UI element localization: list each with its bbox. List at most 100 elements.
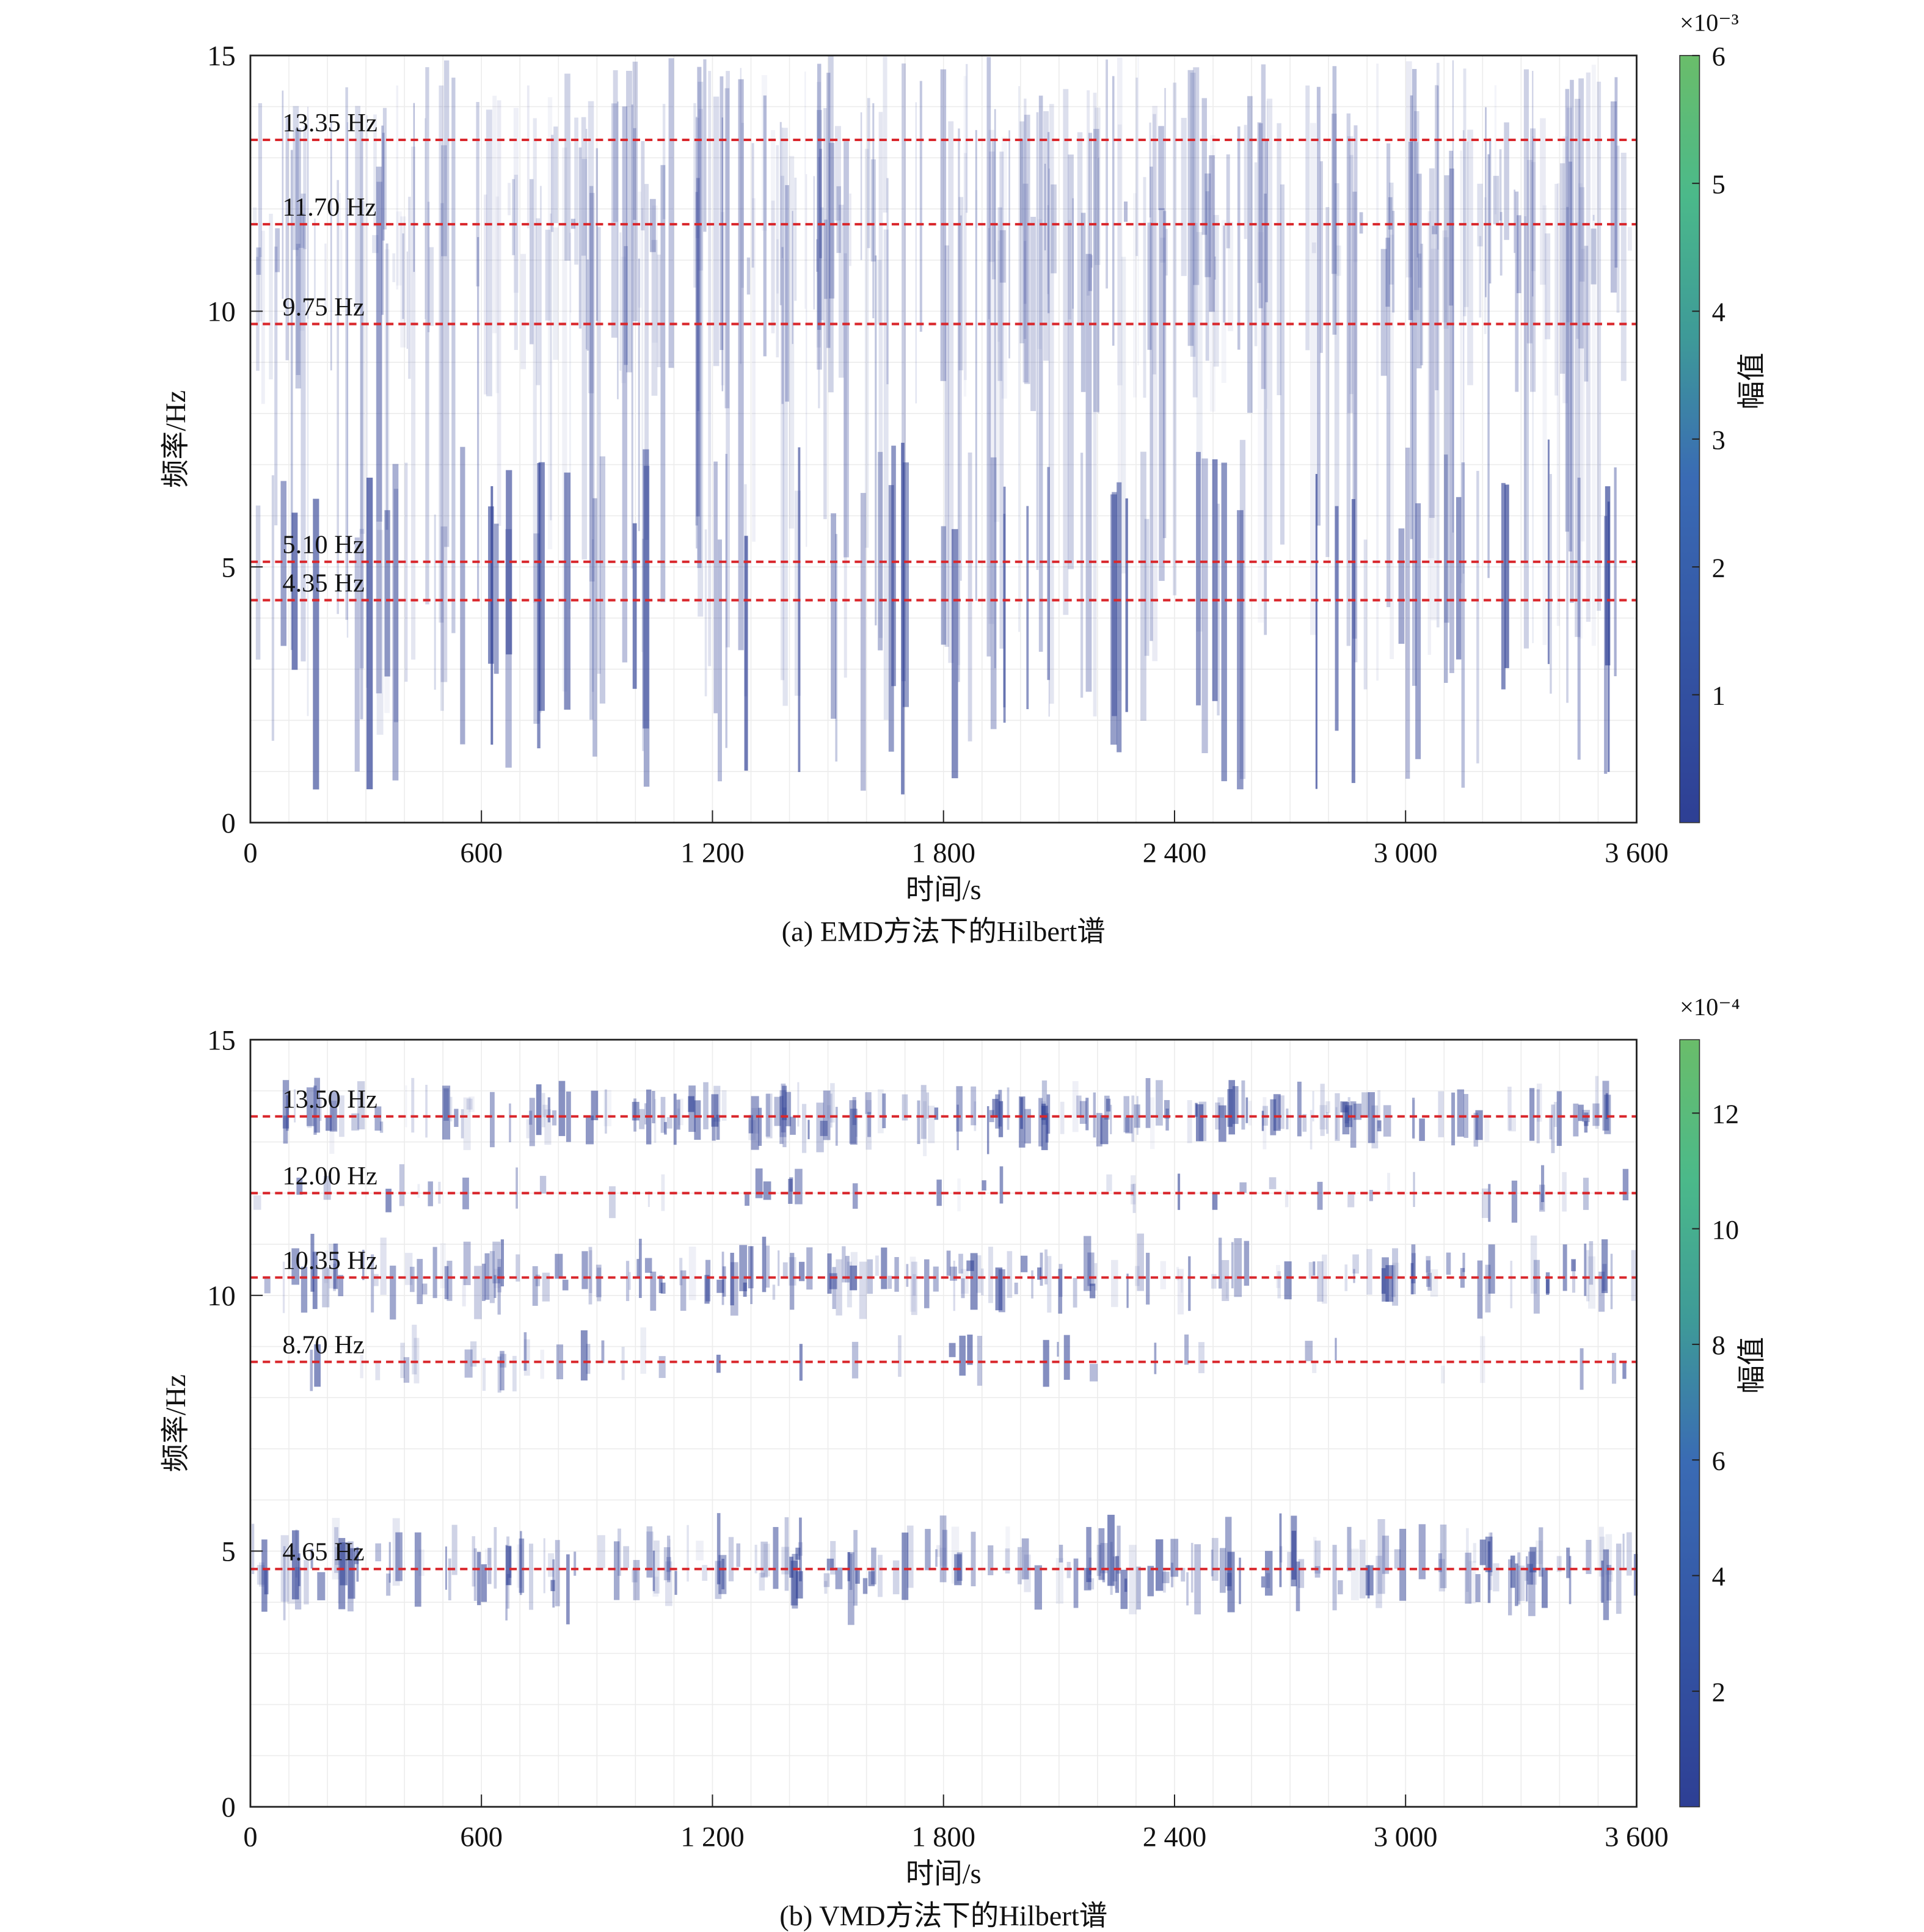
spectrum-streak [1217,503,1220,716]
spectrum-streak [599,456,606,704]
spectrum-streak [1051,184,1057,274]
spectrum-streak [1597,81,1602,611]
spectrum-streak [443,60,450,547]
spectrum-streak [544,1109,552,1145]
spectrum-streak [782,128,788,706]
spectrum-streak [337,180,339,614]
spectrum-streak [623,1546,630,1568]
spectrum-streak [1556,183,1560,626]
spectrum-streak [551,134,554,232]
spectrum-streak [1510,1261,1513,1308]
spectrum-streak [652,1091,655,1123]
spectrum-streak [1515,1563,1518,1606]
spectrum-streak [868,1571,875,1586]
spectrum-streak [1140,451,1146,721]
spectrum-streak [1467,129,1473,385]
spectrum-streak [1499,212,1503,276]
spectrum-streak [715,1561,722,1599]
spectrum-streak [1244,125,1247,239]
spectrum-streak [1507,1087,1512,1131]
spectrum-streak [830,1540,836,1575]
spectrum-streak [1319,1105,1327,1130]
spectrum-streak [906,1264,909,1287]
spectrum-streak [264,1569,269,1595]
spectrum-streak [716,1513,721,1584]
spectrum-streak [1508,1115,1516,1132]
spectrum-streak [946,1250,951,1276]
spectrum-streak [335,1547,340,1566]
spectrum-streak [1131,1175,1136,1205]
spectrum-streak [779,122,782,305]
spectrum-streak [354,1548,359,1564]
x-tick-label: 2 400 [1143,1822,1206,1853]
spectrum-streak [1377,1090,1381,1128]
spectrum-streak [924,1259,930,1308]
spectrum-streak [1588,1256,1596,1309]
spectrum-streak [296,1178,303,1195]
spectrum-streak [585,129,588,349]
spectrum-streak [442,1085,451,1140]
spectrum-streak [1093,129,1099,412]
spectrum-streak [385,243,388,530]
spectrum-streak [877,1089,884,1134]
spectrum-energy [251,1076,1638,1625]
spectrum-streak [795,1547,801,1560]
spectrum-streak [1021,1538,1029,1580]
spectrum-streak [721,1090,727,1121]
spectrum-streak [823,1573,830,1588]
spectrum-streak [1430,1269,1438,1297]
spectrum-streak [1221,220,1226,383]
spectrum-streak [1205,191,1209,361]
spectrum-streak [406,251,408,349]
spectrum-streak [1257,122,1261,283]
spectrum-streak [744,536,748,771]
spectrum-streak [1351,499,1355,783]
spectrum-streak [1627,227,1632,251]
spectrum-streak [597,227,601,674]
spectrum-streak [1377,1519,1385,1594]
spectrum-streak [1146,1252,1150,1305]
spectrum-streak [1350,1101,1357,1148]
spectrum-streak [646,1531,654,1578]
spectrum-streak [307,106,309,319]
spectrum-streak [989,151,995,262]
spectrum-streak [468,1096,475,1112]
x-tick-label: 3 000 [1374,1822,1437,1853]
spectrum-streak [667,1536,671,1583]
spectrum-streak [388,1542,391,1583]
spectrum-streak [1059,1545,1063,1563]
spectrum-streak [867,98,870,249]
spectrum-streak [660,165,666,602]
spectrum-streak [508,183,511,216]
spectrum-streak [1098,1528,1105,1580]
spectrum-streak [1438,1559,1445,1592]
spectrum-streak [1279,1513,1282,1588]
spectrum-streak [1204,173,1211,277]
spectrum-streak [333,1263,336,1291]
spectrum-streak [314,1344,321,1387]
spectrum-streak [679,1258,683,1286]
spectrum-streak [641,208,644,652]
spectrum-streak [1353,1269,1355,1283]
y-tick-label: 5 [222,552,236,583]
spectrum-streak [1589,1241,1594,1285]
spectrum-streak [529,1544,534,1610]
spectrum-streak [1443,237,1449,329]
spectrum-streak [413,103,415,272]
spectrum-streak [1302,1114,1307,1132]
spectrum-streak [1442,230,1448,323]
spectrum-streak [1244,1241,1250,1286]
spectrum-streak [1532,136,1534,643]
spectrum-streak [1533,1259,1540,1314]
spectrum-streak [1156,1080,1163,1126]
spectrum-streak [1551,1104,1555,1153]
spectrum-streak [1426,1260,1430,1287]
spectrum-streak [1201,458,1208,754]
spectrum-streak [836,1259,842,1316]
spectrum-streak [999,1166,1004,1204]
spectrum-streak [956,1086,963,1132]
spectrum-streak [676,1099,680,1130]
spectrum-streak [638,191,642,308]
spectrum-streak [730,1253,734,1306]
reference-line-label: 12.00 Hz [282,1162,377,1190]
